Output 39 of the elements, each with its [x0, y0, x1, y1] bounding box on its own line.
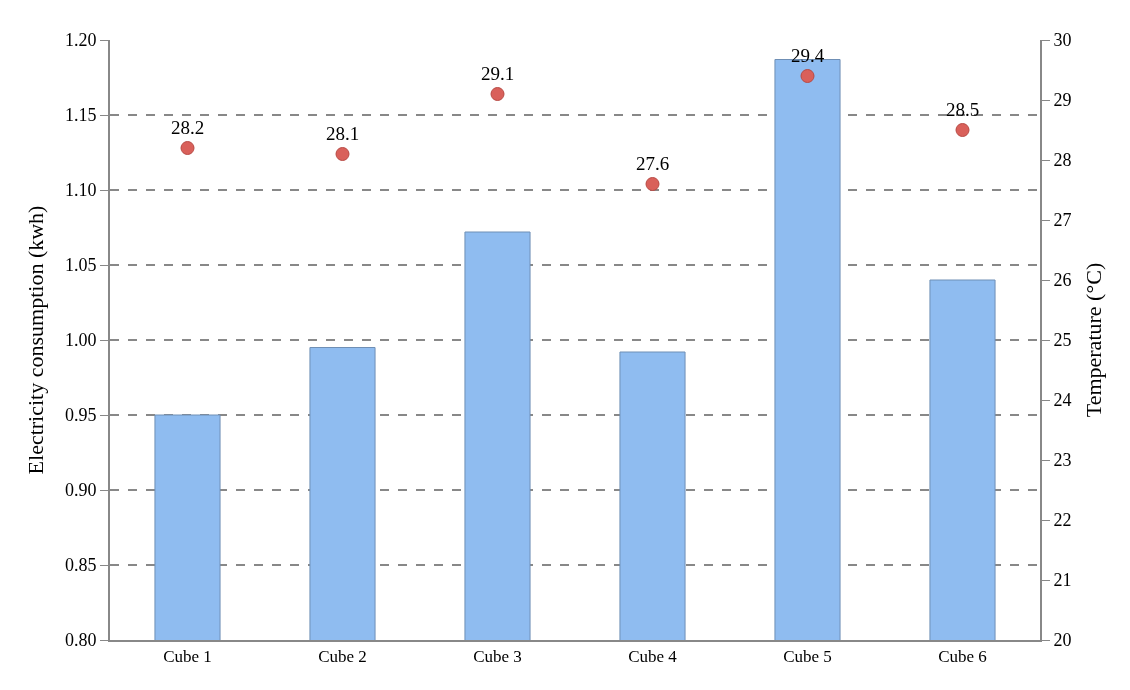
y-tick-label: 1.10 [64, 180, 97, 201]
y-tick-label: 0.85 [64, 555, 97, 576]
y-tick-label: 0.95 [64, 405, 97, 426]
data-label: 28.1 [325, 123, 360, 145]
point [800, 69, 815, 83]
x-tick-label: Cube 3 [473, 647, 522, 667]
point [645, 177, 660, 191]
y-axis-title: Electricity consumption (kwh) [23, 205, 49, 475]
y2-tick-label: 29 [1053, 90, 1072, 111]
data-label: 27.6 [635, 153, 670, 175]
data-label: 28.2 [170, 117, 205, 139]
y-tick-label: 0.90 [64, 480, 97, 501]
point [180, 141, 195, 155]
point [955, 123, 970, 137]
x-tick-label: Cube 2 [318, 647, 367, 667]
y-tick-label: 0.80 [64, 630, 97, 651]
y-tick-label: 1.05 [64, 255, 97, 276]
data-label: 28.5 [945, 99, 980, 121]
y2-tick-label: 21 [1053, 570, 1072, 591]
x-tick-label: Cube 1 [163, 647, 212, 667]
y2-tick-label: 20 [1053, 630, 1072, 651]
y2-tick-label: 26 [1053, 270, 1072, 291]
point [490, 87, 505, 101]
y2-tick-label: 23 [1053, 450, 1072, 471]
y2-tick-label: 24 [1053, 390, 1072, 411]
y-tick-label: 1.00 [64, 330, 97, 351]
y2-tick-label: 30 [1053, 30, 1072, 51]
y2-tick-label: 22 [1053, 510, 1072, 531]
y2-tick-label: 28 [1053, 150, 1072, 171]
y2-axis-title: Temperature (°C) [1081, 262, 1106, 418]
x-tick-label: Cube 6 [938, 647, 987, 667]
y2-tick-label: 25 [1053, 330, 1072, 351]
y2-tick-label: 27 [1053, 210, 1072, 231]
y-tick-label: 1.20 [64, 30, 97, 51]
x-tick-label: Cube 5 [783, 647, 832, 667]
y-tick-label: 1.15 [64, 105, 97, 126]
data-label: 29.1 [480, 63, 515, 85]
point [335, 147, 350, 161]
x-tick-label: Cube 4 [628, 647, 678, 667]
